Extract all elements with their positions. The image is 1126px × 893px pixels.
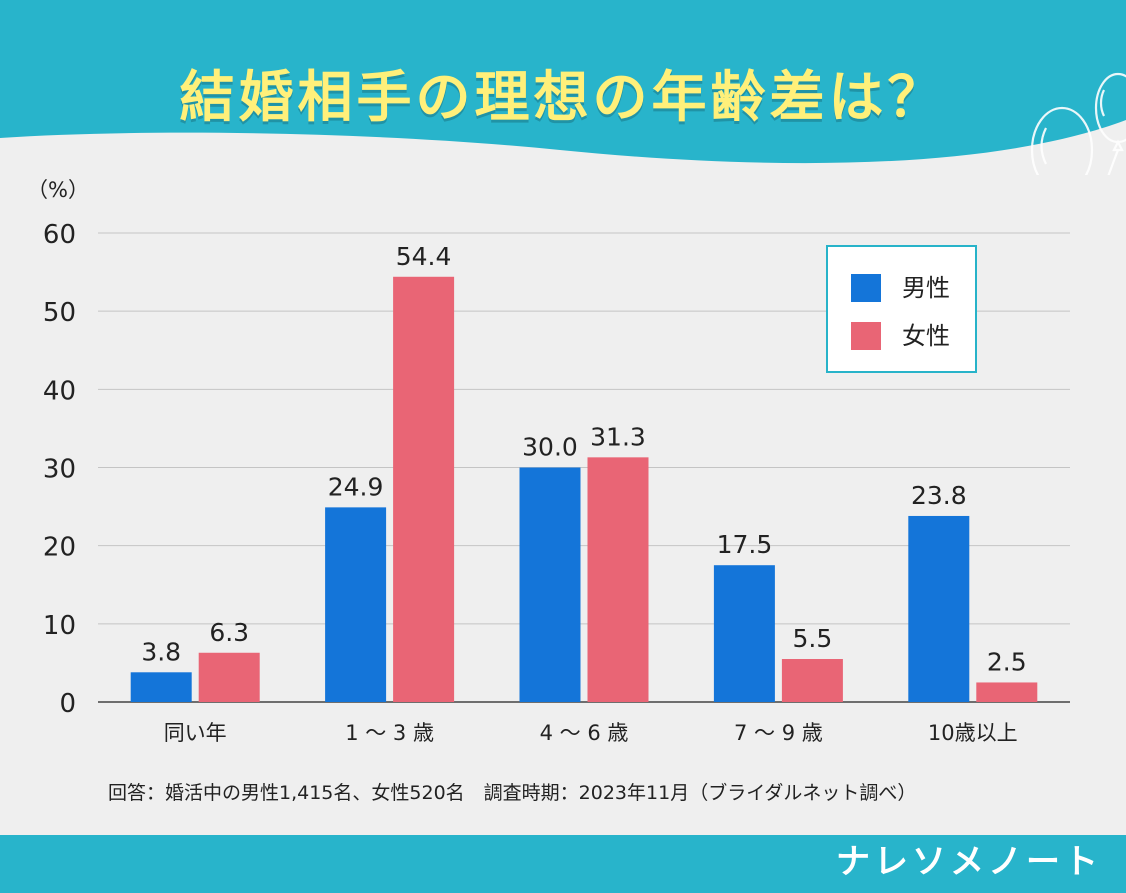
data-label: 24.9 <box>328 472 384 501</box>
data-label: 2.5 <box>987 647 1027 676</box>
x-tick-label: 7 ～ 9 歳 <box>734 721 823 745</box>
data-label: 17.5 <box>717 530 773 559</box>
y-tick-label: 0 <box>59 689 76 719</box>
legend-swatch-female <box>851 322 881 350</box>
y-tick-label: 50 <box>43 298 76 328</box>
legend-label-female: 女性 <box>902 322 950 350</box>
bar-female <box>587 457 649 702</box>
bar-male <box>713 565 775 702</box>
y-tick-label: 10 <box>43 611 76 641</box>
legend: 男性 女性 <box>826 245 977 373</box>
legend-box <box>826 245 977 373</box>
footer-band: ナレソメノート <box>0 835 1126 893</box>
balloon-icon <box>1030 72 1126 175</box>
data-label: 30.0 <box>522 433 578 462</box>
x-tick-label: 同い年 <box>164 721 227 745</box>
y-tick-label: 30 <box>43 455 76 485</box>
x-tick-label: 10歳以上 <box>928 721 1018 745</box>
y-tick-label: 40 <box>43 376 76 406</box>
bars: 3.8 6.3 24.9 54.4 30.0 31.3 17.5 5.5 23.8 2.5 <box>130 242 1038 702</box>
bar-male <box>130 672 192 702</box>
x-tick-label: 4 ～ 6 歳 <box>540 721 629 745</box>
y-tick-label: 20 <box>43 533 76 563</box>
bar-female <box>198 652 260 702</box>
bar-male <box>325 507 387 702</box>
bar-male <box>908 515 970 702</box>
data-label: 6.3 <box>209 618 249 647</box>
brand-logo-text: ナレソメノート <box>836 842 1102 882</box>
bar-female <box>781 659 843 702</box>
bar-female <box>393 276 455 702</box>
gridlines <box>98 232 1070 703</box>
legend-swatch-male <box>851 274 881 302</box>
data-label: 5.5 <box>793 624 833 653</box>
header-banner <box>0 0 1126 175</box>
chart-title: 結婚相手の理想の年齢差は？ <box>179 65 947 129</box>
bar-male <box>519 467 581 702</box>
data-label: 23.8 <box>911 481 967 510</box>
footnote: 回答：婚活中の男性1,415名、女性520名 調査時期：2023年11月（ブライ… <box>108 782 917 804</box>
data-label: 3.8 <box>141 637 181 666</box>
x-axis-labels: 同い年 1 ～ 3 歳 4 ～ 6 歳 7 ～ 9 歳 10歳以上 <box>164 721 1018 745</box>
y-axis-unit-label: （%） <box>27 178 89 202</box>
x-tick-label: 1 ～ 3 歳 <box>345 721 434 745</box>
bar-chart: （%） 0 10 20 30 40 50 60 3.8 6.3 24.9 54.4 30.0 31.3… <box>27 178 1070 745</box>
header-wave-shape <box>0 0 1126 164</box>
data-label: 54.4 <box>396 242 452 271</box>
legend-label-male: 男性 <box>902 274 950 302</box>
y-tick-label: 60 <box>43 220 76 250</box>
bar-female <box>976 682 1038 702</box>
data-label: 31.3 <box>590 422 646 451</box>
y-axis-ticks: 0 10 20 30 40 50 60 <box>43 220 76 719</box>
